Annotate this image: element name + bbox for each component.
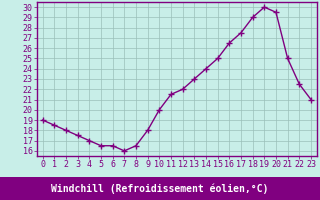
Text: Windchill (Refroidissement éolien,°C): Windchill (Refroidissement éolien,°C) — [51, 183, 269, 194]
